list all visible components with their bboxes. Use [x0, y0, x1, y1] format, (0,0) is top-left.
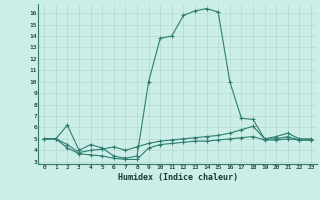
X-axis label: Humidex (Indice chaleur): Humidex (Indice chaleur): [118, 173, 238, 182]
